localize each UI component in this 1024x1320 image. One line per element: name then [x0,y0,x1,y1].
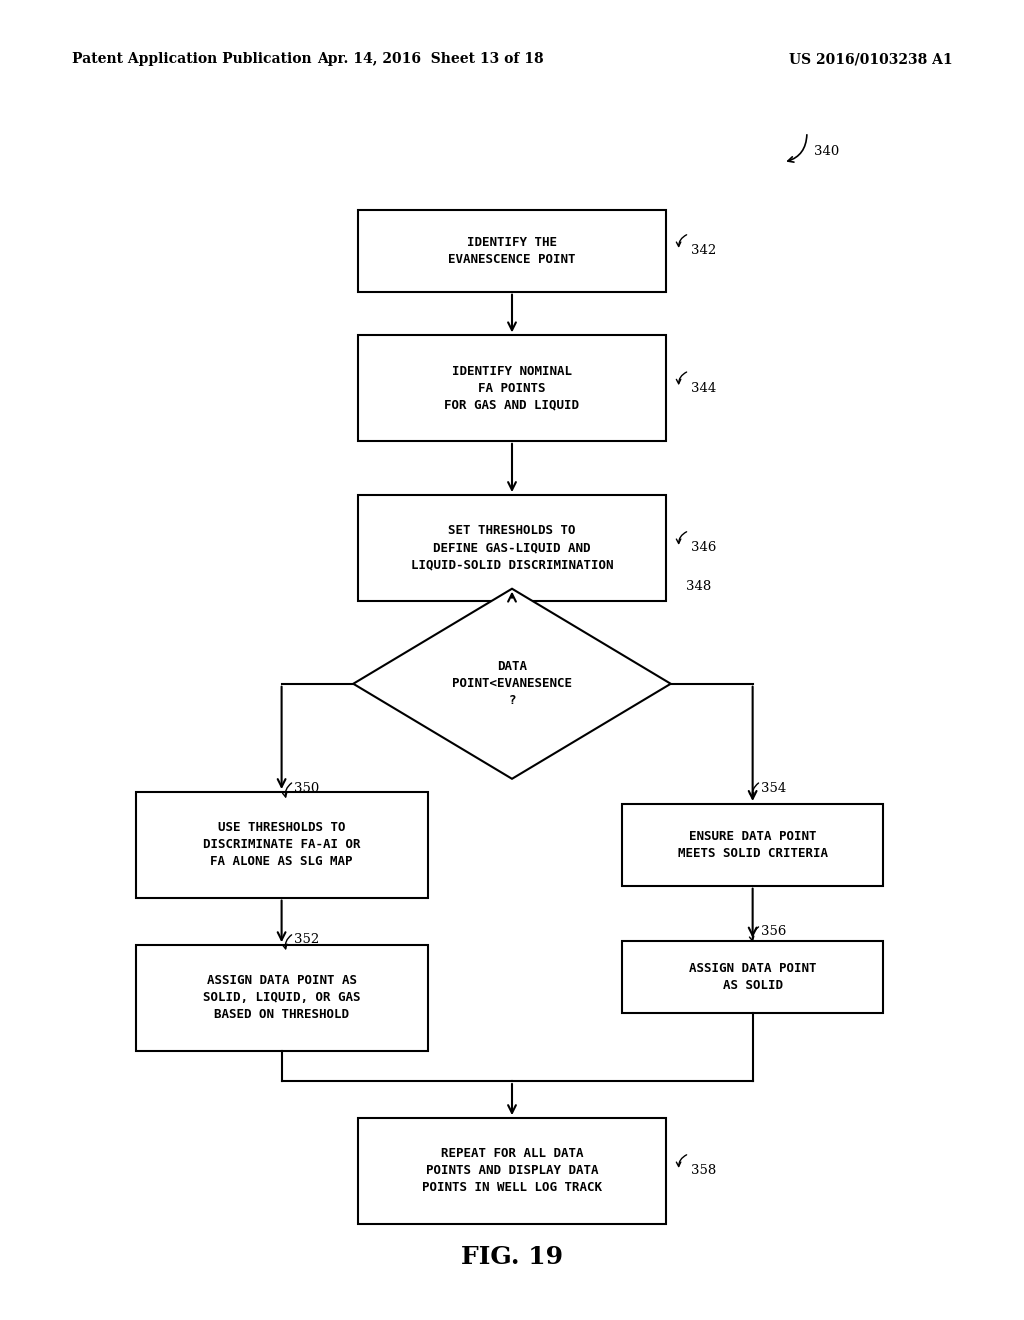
Text: IDENTIFY THE
EVANESCENCE POINT: IDENTIFY THE EVANESCENCE POINT [449,236,575,265]
FancyBboxPatch shape [358,1118,666,1224]
FancyBboxPatch shape [358,335,666,441]
Text: 350: 350 [294,781,319,795]
Text: 352: 352 [294,933,319,946]
Text: US 2016/0103238 A1: US 2016/0103238 A1 [788,53,952,66]
Text: ASSIGN DATA POINT
AS SOLID: ASSIGN DATA POINT AS SOLID [689,962,816,991]
Text: FIG. 19: FIG. 19 [461,1245,563,1269]
Polygon shape [353,589,671,779]
Text: ASSIGN DATA POINT AS
SOLID, LIQUID, OR GAS
BASED ON THRESHOLD: ASSIGN DATA POINT AS SOLID, LIQUID, OR G… [203,974,360,1022]
Text: 358: 358 [691,1164,717,1177]
Text: REPEAT FOR ALL DATA
POINTS AND DISPLAY DATA
POINTS IN WELL LOG TRACK: REPEAT FOR ALL DATA POINTS AND DISPLAY D… [422,1147,602,1195]
Text: SET THRESHOLDS TO
DEFINE GAS-LIQUID AND
LIQUID-SOLID DISCRIMINATION: SET THRESHOLDS TO DEFINE GAS-LIQUID AND … [411,524,613,572]
Text: Patent Application Publication: Patent Application Publication [72,53,311,66]
FancyBboxPatch shape [622,940,883,1014]
FancyBboxPatch shape [622,804,883,886]
FancyBboxPatch shape [358,495,666,601]
Text: 342: 342 [691,244,717,257]
Text: Apr. 14, 2016  Sheet 13 of 18: Apr. 14, 2016 Sheet 13 of 18 [316,53,544,66]
Text: 346: 346 [691,541,717,554]
Text: 340: 340 [814,145,840,158]
Text: IDENTIFY NOMINAL
FA POINTS
FOR GAS AND LIQUID: IDENTIFY NOMINAL FA POINTS FOR GAS AND L… [444,364,580,412]
Text: 354: 354 [761,781,786,795]
Text: 356: 356 [761,925,786,939]
FancyBboxPatch shape [136,792,428,898]
Text: DATA
POINT<EVANESENCE
?: DATA POINT<EVANESENCE ? [452,660,572,708]
FancyBboxPatch shape [136,945,428,1051]
Text: ENSURE DATA POINT
MEETS SOLID CRITERIA: ENSURE DATA POINT MEETS SOLID CRITERIA [678,830,827,859]
Text: USE THRESHOLDS TO
DISCRIMINATE FA-AI OR
FA ALONE AS SLG MAP: USE THRESHOLDS TO DISCRIMINATE FA-AI OR … [203,821,360,869]
Text: 348: 348 [686,579,712,593]
FancyBboxPatch shape [358,210,666,292]
Text: 344: 344 [691,381,717,395]
